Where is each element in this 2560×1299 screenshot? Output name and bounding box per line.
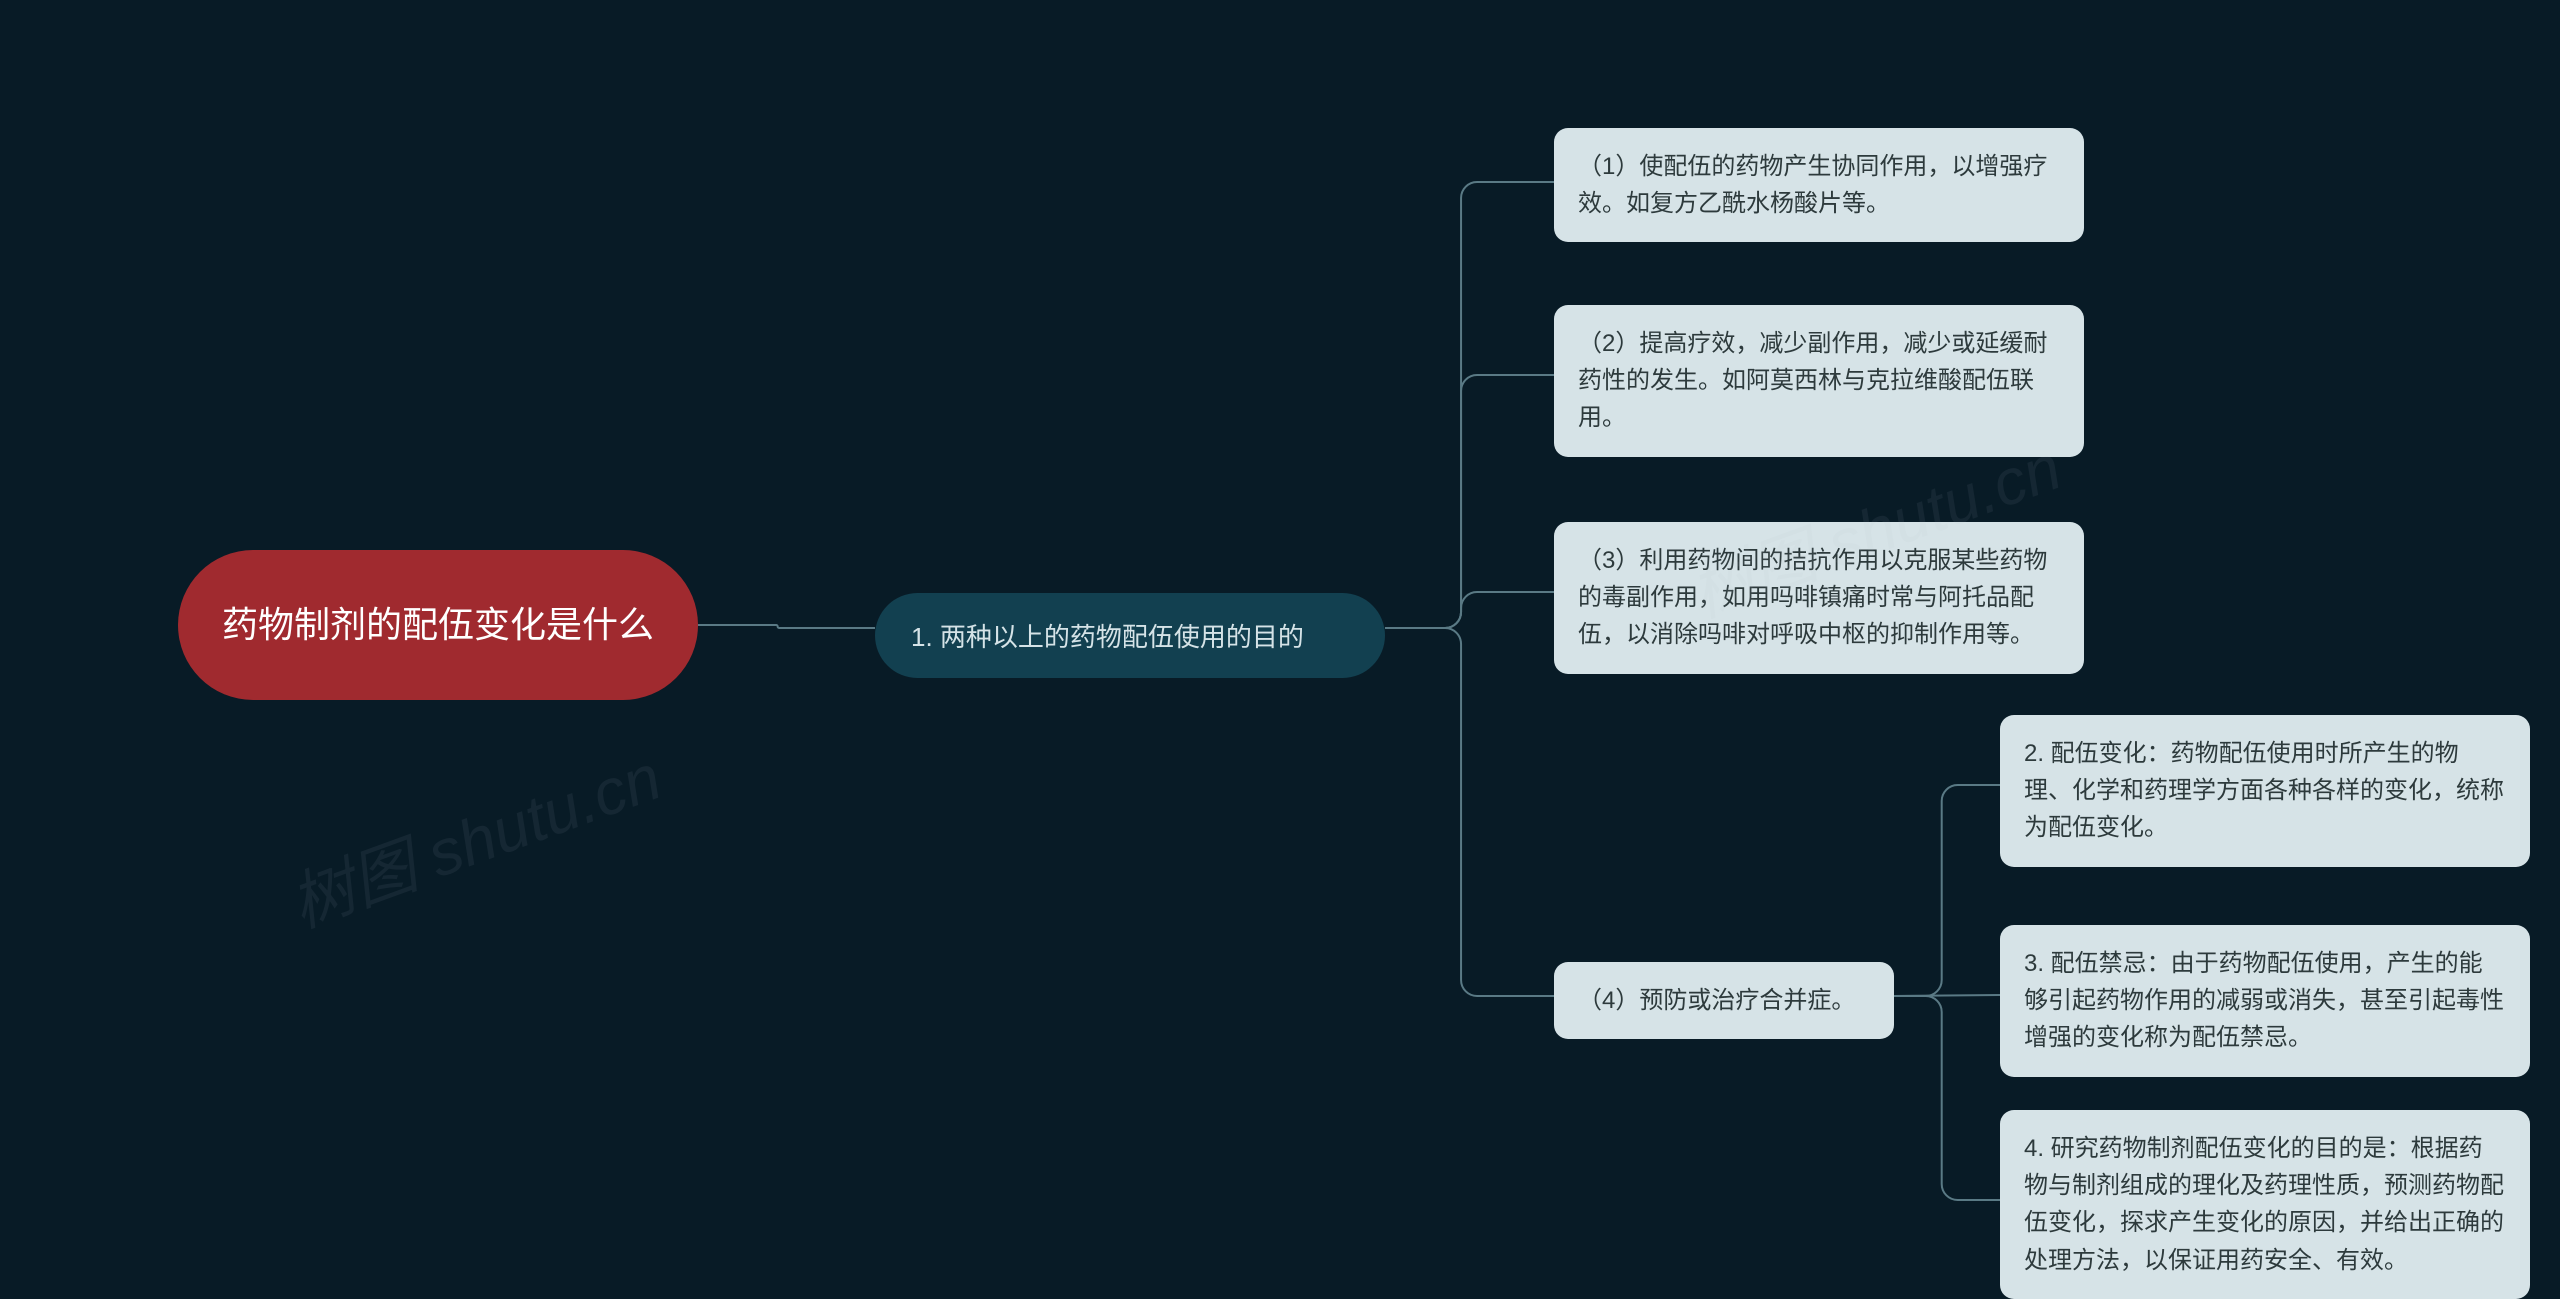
root-node: 药物制剂的配伍变化是什么 [178, 550, 698, 700]
leaf3-node: （3）利用药物间的拮抗作用以克服某些药物的毒副作用，如用吗啡镇痛时常与阿托品配伍… [1554, 522, 2084, 674]
connector-path [1894, 995, 2000, 996]
leaf2-text: （2）提高疗效，减少副作用，减少或延缓耐药性的发生。如阿莫西林与克拉维酸配伍联用… [1578, 325, 2060, 437]
sub1-node: 2. 配伍变化：药物配伍使用时所产生的物理、化学和药理学方面各种各样的变化，统称… [2000, 715, 2530, 867]
connector-path [1385, 592, 1554, 628]
connector-path [1385, 375, 1554, 628]
root-text: 药物制剂的配伍变化是什么 [222, 599, 654, 651]
connector-path [1894, 996, 2000, 1200]
sub2-text: 3. 配伍禁忌：由于药物配伍使用，产生的能够引起药物作用的减弱或消失，甚至引起毒… [2024, 945, 2506, 1057]
connector-path [1894, 785, 2000, 996]
connector-path [1385, 628, 1554, 996]
leaf1-text: （1）使配伍的药物产生协同作用，以增强疗效。如复方乙酰水杨酸片等。 [1578, 148, 2060, 222]
connector-path [698, 625, 875, 628]
level1-node: 1. 两种以上的药物配伍使用的目的 [875, 593, 1385, 678]
level1-text: 1. 两种以上的药物配伍使用的目的 [911, 617, 1304, 654]
leaf2-node: （2）提高疗效，减少副作用，减少或延缓耐药性的发生。如阿莫西林与克拉维酸配伍联用… [1554, 305, 2084, 457]
sub1-text: 2. 配伍变化：药物配伍使用时所产生的物理、化学和药理学方面各种各样的变化，统称… [2024, 735, 2506, 847]
sub3-node: 4. 研究药物制剂配伍变化的目的是：根据药物与制剂组成的理化及药理性质，预测药物… [2000, 1110, 2530, 1299]
watermark-text-1: 树图 shutu.cn [281, 741, 670, 941]
leaf3-text: （3）利用药物间的拮抗作用以克服某些药物的毒副作用，如用吗啡镇痛时常与阿托品配伍… [1578, 542, 2060, 654]
watermark-1: 树图 shutu.cn [276, 726, 672, 945]
leaf4-text: （4）预防或治疗合并症。 [1578, 982, 1855, 1019]
leaf1-node: （1）使配伍的药物产生协同作用，以增强疗效。如复方乙酰水杨酸片等。 [1554, 128, 2084, 242]
sub3-text: 4. 研究药物制剂配伍变化的目的是：根据药物与制剂组成的理化及药理性质，预测药物… [2024, 1130, 2506, 1279]
connector-path [1385, 182, 1554, 628]
leaf4-node: （4）预防或治疗合并症。 [1554, 962, 1894, 1039]
sub2-node: 3. 配伍禁忌：由于药物配伍使用，产生的能够引起药物作用的减弱或消失，甚至引起毒… [2000, 925, 2530, 1077]
